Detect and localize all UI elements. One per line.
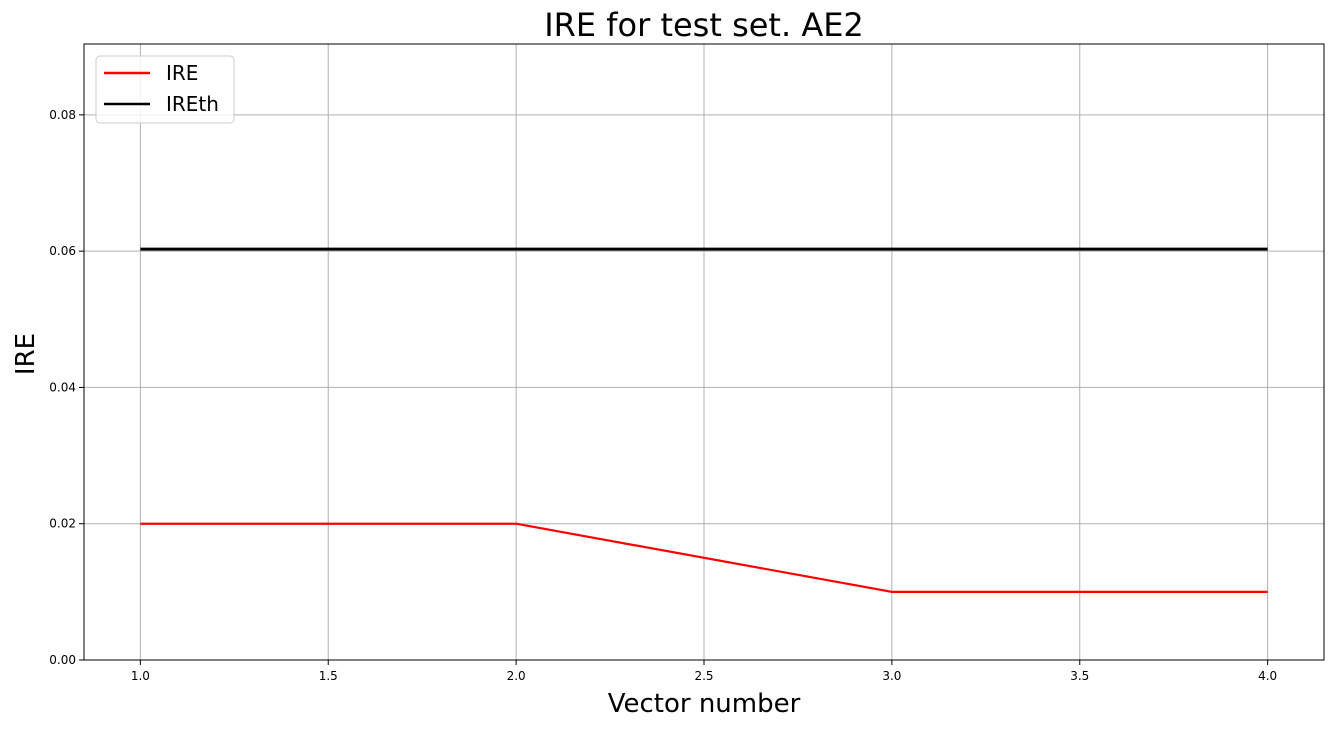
x-tick-label: 4.0 (1258, 669, 1277, 683)
y-tick-label: 0.08 (49, 108, 76, 122)
y-axis-label: IRE (11, 333, 41, 375)
x-axis-ticks: 1.0 1.5 2.0 2.5 3.0 3.5 4.0 (131, 660, 1277, 683)
x-tick-label: 3.0 (882, 669, 901, 683)
x-tick-label: 1.5 (319, 669, 338, 683)
series-lines (140, 247, 1268, 593)
legend-label: IRE (166, 61, 198, 85)
y-tick-label: 0.04 (49, 380, 76, 394)
legend: IRE IREth (95, 55, 235, 124)
x-axis-label: Vector number (608, 689, 801, 719)
x-tick-label: 2.0 (507, 669, 526, 683)
series-line-ire (140, 522, 1268, 593)
y-axis-ticks: 0.00 0.02 0.04 0.06 0.08 (49, 108, 84, 667)
y-tick-label: 0.06 (49, 244, 76, 258)
grid (84, 44, 1324, 661)
x-tick-label: 2.5 (694, 669, 713, 683)
y-tick-label: 0.00 (49, 653, 76, 667)
legend-label: IREth (166, 92, 219, 116)
x-tick-label: 3.5 (1070, 669, 1089, 683)
x-tick-label: 1.0 (131, 669, 150, 683)
y-tick-label: 0.02 (49, 517, 76, 531)
chart-title: IRE for test set. AE2 (544, 6, 864, 44)
